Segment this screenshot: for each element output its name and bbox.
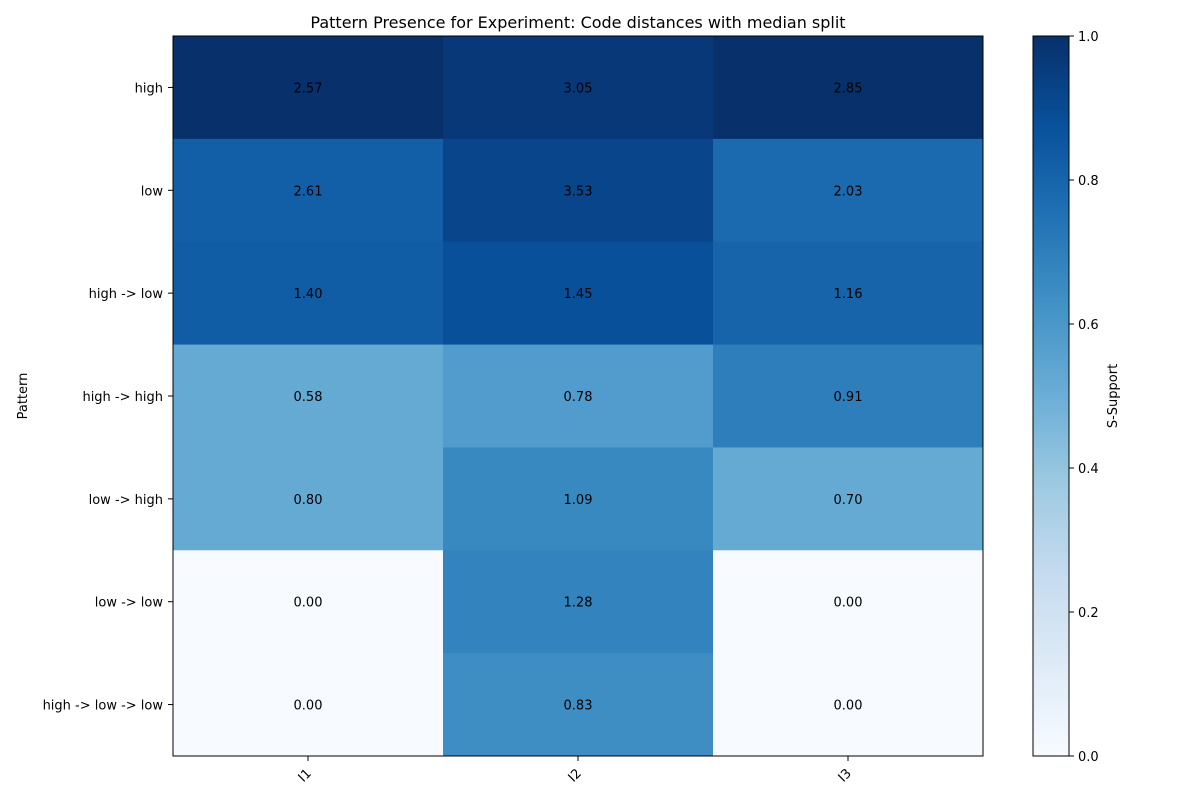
colorbar-tick-label: 0.6: [1078, 318, 1099, 333]
cell-value-label: 1.09: [564, 493, 593, 508]
cell-value-label: 0.83: [564, 699, 593, 714]
y-tick-label: high: [135, 81, 163, 96]
cell-value-label: 3.05: [564, 81, 593, 96]
cell-value-label: 1.28: [564, 596, 593, 611]
heatmap-cell: [713, 36, 984, 140]
colorbar-tick-label: 0.8: [1078, 174, 1099, 189]
colorbar-label: S-Support: [1106, 364, 1121, 428]
cell-value-label: 1.16: [834, 287, 863, 302]
y-tick-label: high -> low: [89, 287, 164, 302]
colorbar-tick-label: 0.0: [1078, 750, 1099, 765]
cell-value-label: 1.40: [294, 287, 323, 302]
cell-value-label: 0.78: [564, 390, 593, 405]
heatmap-cell: [173, 138, 444, 243]
heatmap-cell: [173, 344, 444, 448]
cell-value-label: 0.00: [294, 596, 323, 611]
colorbar-tick-label: 0.4: [1078, 462, 1099, 477]
x-tick-label: I3: [836, 766, 855, 785]
x-tick-label: I2: [566, 766, 585, 785]
heatmap-cell: [713, 241, 984, 346]
heatmap-cell: [173, 36, 444, 140]
cell-value-label: 0.70: [834, 493, 863, 508]
heatmap-cell: [713, 138, 984, 243]
y-axis-label: Pattern: [16, 373, 31, 420]
y-axis-ticks: high low high -> low high -> high low -> hig…: [43, 81, 173, 714]
y-tick-label: low -> low: [95, 596, 164, 611]
heatmap-cell: [443, 344, 714, 448]
heatmap-cell: [443, 241, 714, 346]
colorbar-tick-label: 1.0: [1078, 30, 1099, 45]
cell-value-label: 0.58: [294, 390, 323, 405]
y-tick-label: low -> high: [89, 493, 163, 508]
colorbar-tick-label: 0.2: [1078, 606, 1099, 621]
heatmap-cell: [173, 447, 444, 551]
cell-value-label: 0.00: [834, 596, 863, 611]
cell-value-label: 3.53: [564, 184, 593, 199]
x-axis-ticks: I1 I2 I3: [296, 756, 855, 785]
heatmap-cell: [443, 36, 714, 140]
cell-value-label: 0.00: [294, 699, 323, 714]
x-tick-label: I1: [296, 766, 315, 785]
heatmap-cell: [443, 550, 714, 654]
cell-value-label: 2.57: [294, 81, 323, 96]
heatmap-cell: [443, 447, 714, 551]
cell-value-label: 2.03: [834, 184, 863, 199]
cell-value-label: 2.85: [834, 81, 863, 96]
y-tick-label: low: [141, 184, 164, 199]
cell-value-label: 0.00: [834, 699, 863, 714]
heatmap-cell: [713, 550, 984, 654]
heatmap-cells: [173, 36, 984, 757]
cell-value-label: 0.80: [294, 493, 323, 508]
heatmap-cell-labels: 2.57 3.05 2.85 2.61 3.53 2.03 1.40 1.45 1.16 0.58…: [294, 81, 863, 713]
chart-title: Pattern Presence for Experiment: Code di…: [310, 13, 845, 32]
cell-value-label: 2.61: [294, 184, 323, 199]
heatmap-cell: [173, 653, 444, 757]
heatmap-cell: [713, 447, 984, 551]
colorbar-ticks: 0.0 0.2 0.4 0.6 0.8 1.0: [1069, 30, 1099, 765]
y-tick-label: high -> low -> low: [43, 699, 164, 714]
heatmap-cell: [443, 138, 714, 243]
cell-value-label: 1.45: [564, 287, 593, 302]
heatmap-cell: [713, 653, 984, 757]
y-tick-label: high -> high: [82, 390, 163, 405]
heatmap-cell: [173, 241, 444, 346]
cell-value-label: 0.91: [834, 390, 863, 405]
heatmap-cell: [443, 653, 714, 757]
heatmap-cell: [173, 550, 444, 654]
colorbar: [1032, 35, 1070, 757]
heatmap-cell: [713, 344, 984, 448]
